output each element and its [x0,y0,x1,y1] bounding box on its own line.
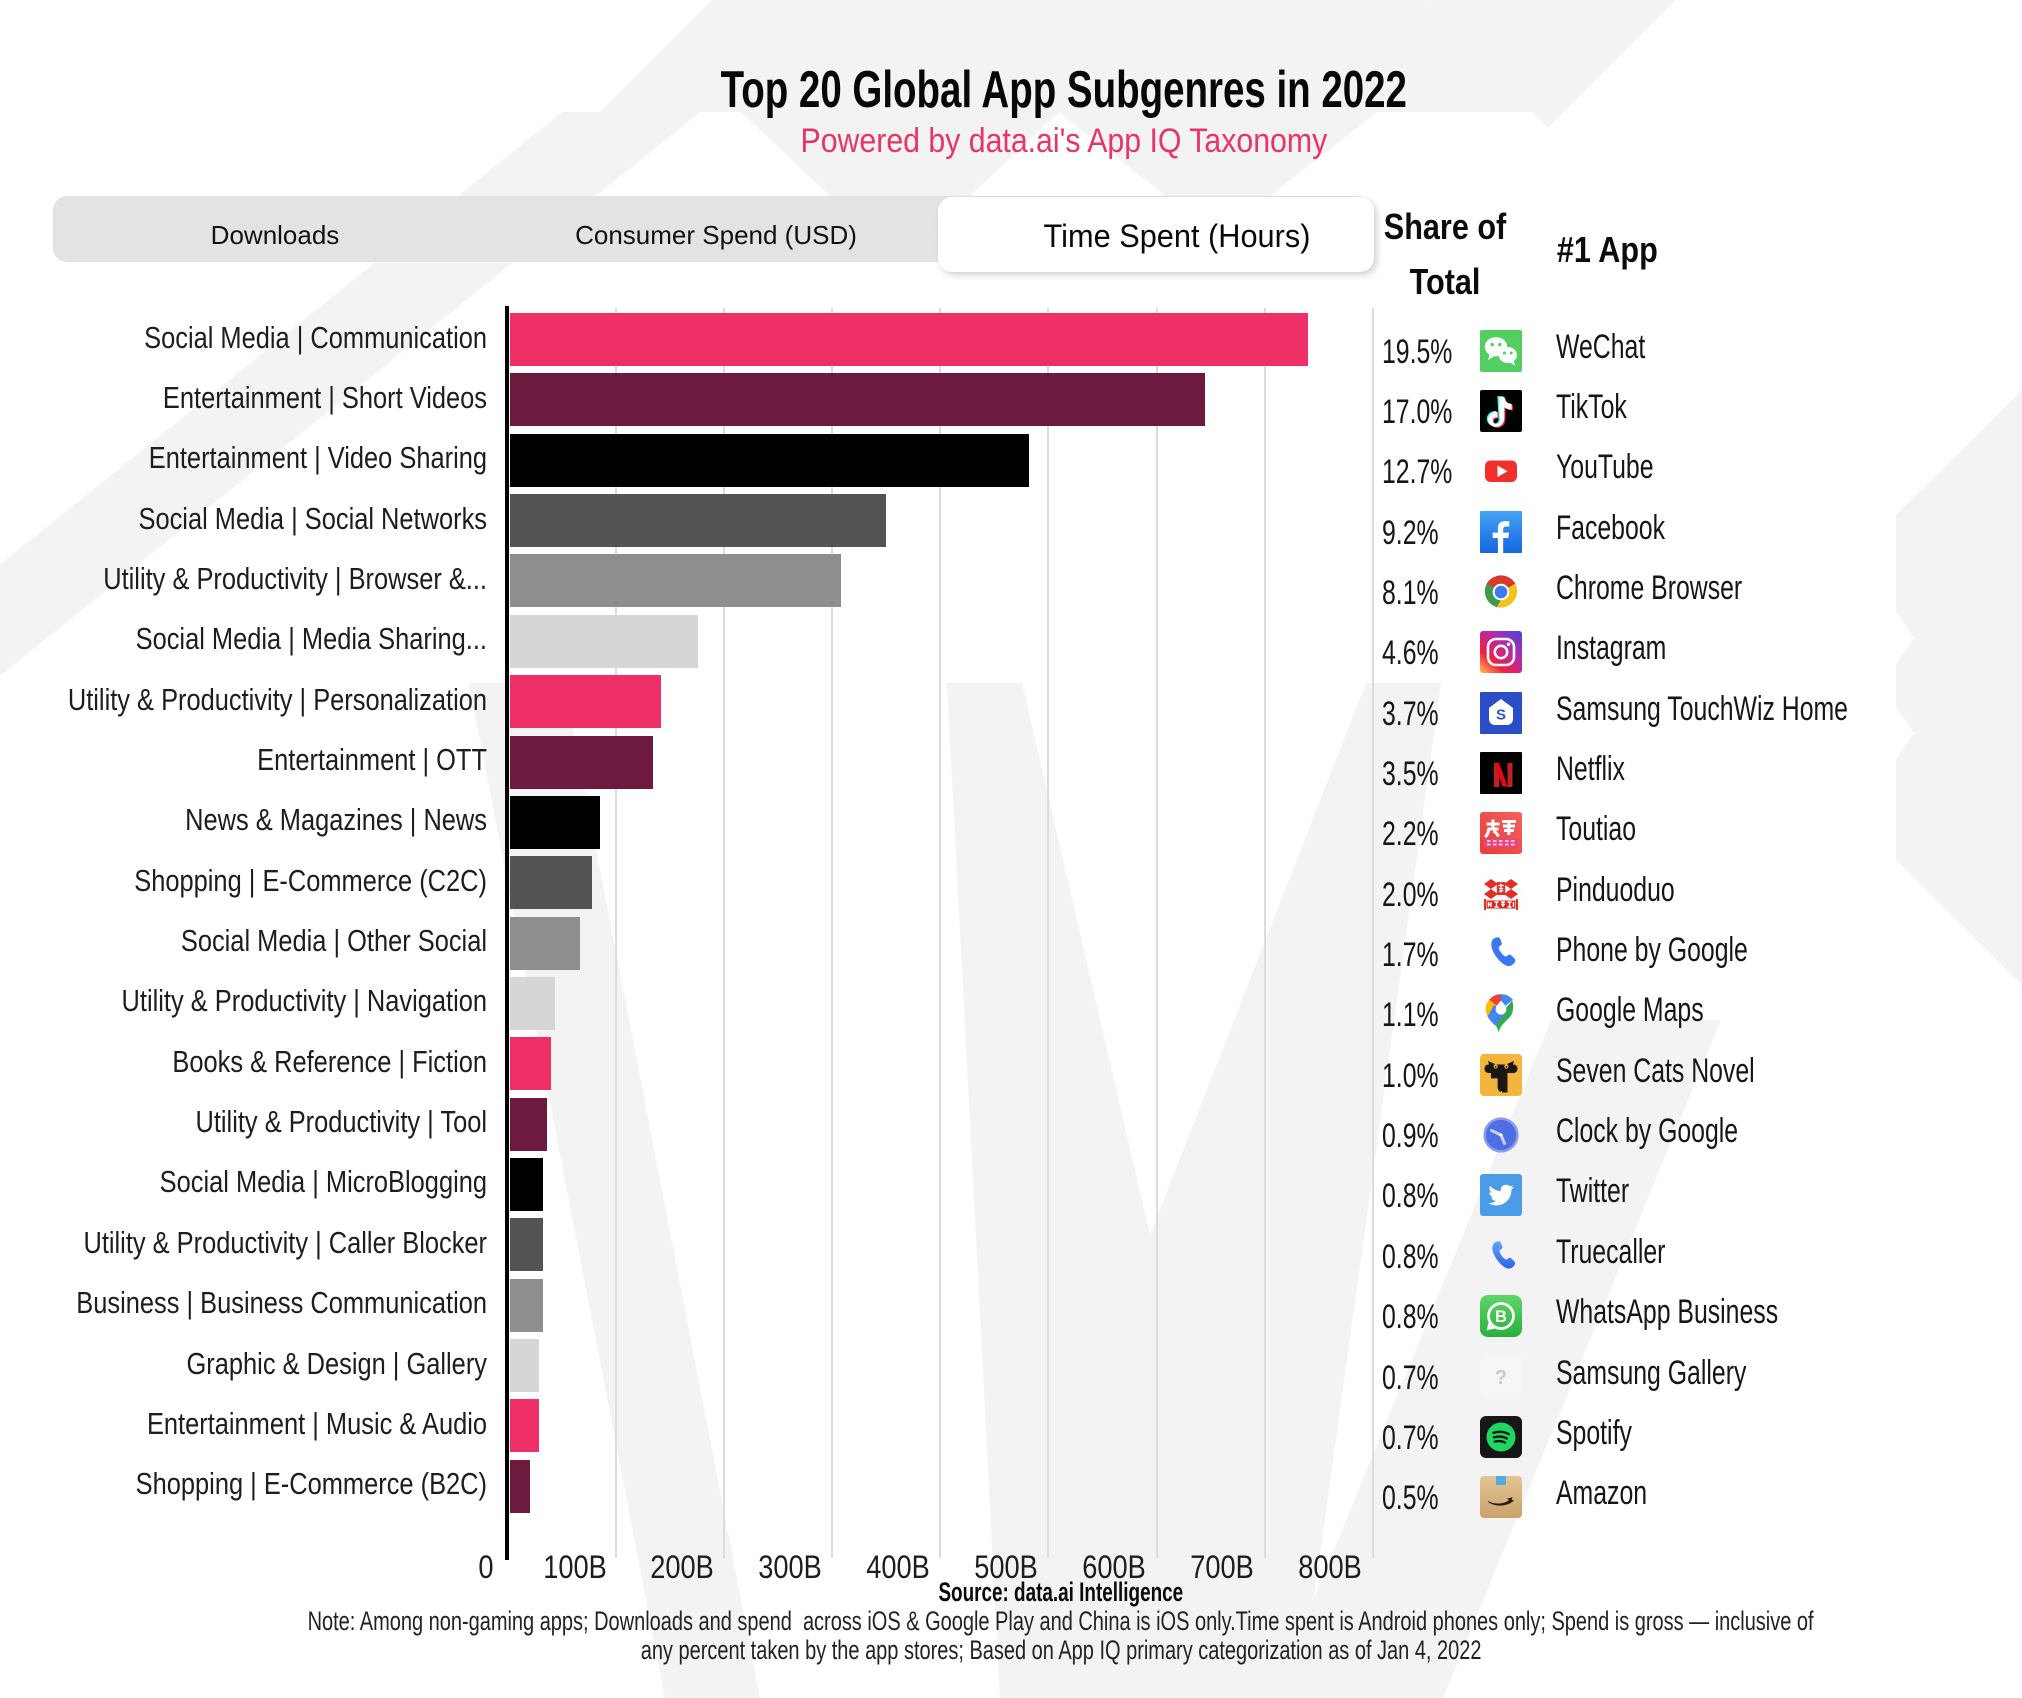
svg-text:?: ? [1495,1367,1507,1389]
svg-text:S: S [1496,706,1506,723]
svg-text:B: B [1495,1308,1507,1326]
